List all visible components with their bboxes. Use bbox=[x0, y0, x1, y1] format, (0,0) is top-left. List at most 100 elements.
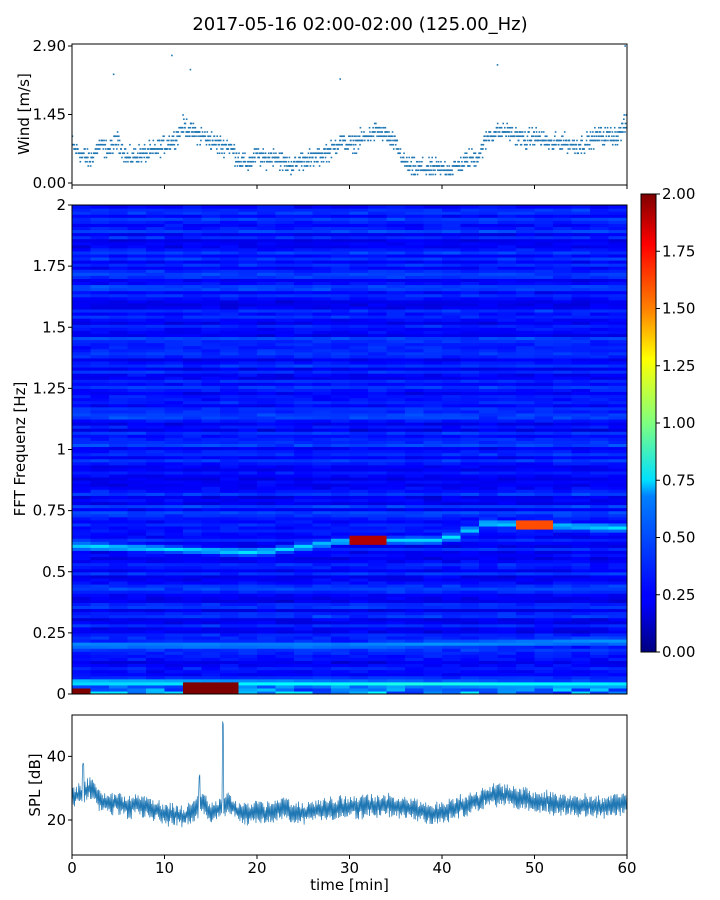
spectrogram-cell bbox=[90, 687, 110, 692]
spectrogram-cell bbox=[386, 489, 406, 493]
wind-point bbox=[586, 131, 588, 133]
wind-point bbox=[301, 160, 303, 163]
spectrogram-cell bbox=[368, 654, 388, 658]
spectrogram-cell bbox=[183, 437, 203, 441]
spectrogram-cell bbox=[442, 528, 462, 533]
spectrogram-cell bbox=[423, 593, 443, 597]
spectrogram-cell bbox=[571, 507, 591, 512]
spectrogram-cell bbox=[146, 654, 166, 658]
spectrogram-cell bbox=[90, 333, 110, 338]
wind-point bbox=[429, 165, 432, 167]
spectrogram-cell bbox=[312, 568, 332, 573]
spectrogram-cell bbox=[127, 431, 147, 435]
wind-point bbox=[83, 152, 85, 155]
spectrogram-cell bbox=[238, 629, 258, 634]
spectrogram-cell bbox=[460, 379, 480, 383]
wind-point bbox=[191, 131, 193, 133]
wind-point bbox=[540, 131, 543, 133]
spectrogram-cell bbox=[534, 467, 554, 472]
spectrogram-cell bbox=[442, 568, 462, 573]
wind-point bbox=[222, 139, 225, 142]
spectrogram-cell bbox=[423, 645, 443, 649]
wind-point bbox=[191, 126, 194, 129]
spectrogram-cell bbox=[516, 672, 536, 677]
spectrogram-cell bbox=[146, 357, 166, 362]
wind-point bbox=[519, 131, 521, 133]
spectrogram-cell bbox=[331, 602, 351, 606]
spectrogram-cell bbox=[127, 336, 147, 341]
wind-point bbox=[374, 131, 376, 133]
wind-point bbox=[306, 156, 309, 159]
spectrogram-cell bbox=[386, 363, 406, 368]
wind-point bbox=[194, 135, 196, 138]
spectrogram-cell bbox=[349, 388, 369, 393]
spectrogram-cell bbox=[386, 590, 406, 594]
spectrogram-cell bbox=[553, 669, 573, 674]
spectrogram-cell bbox=[516, 635, 536, 640]
spectrogram-cell bbox=[146, 428, 166, 432]
spectrogram-cell bbox=[90, 535, 110, 539]
wind-point bbox=[506, 126, 509, 129]
spectrogram-cell bbox=[312, 645, 332, 649]
spectrogram-cell bbox=[90, 409, 110, 414]
spectrogram-cell bbox=[386, 421, 406, 426]
spectrogram-cell bbox=[164, 492, 184, 496]
spectrogram-cell bbox=[183, 532, 203, 536]
spectrogram-cell bbox=[516, 370, 536, 374]
spectrogram-cell bbox=[349, 391, 369, 396]
spectrogram-cell bbox=[608, 672, 627, 677]
spectrogram-cell bbox=[238, 660, 258, 665]
spectrogram-cell bbox=[164, 388, 184, 393]
spectrogram-cell bbox=[294, 580, 314, 585]
spectrogram-cell bbox=[368, 507, 388, 512]
spectrogram-cell bbox=[442, 522, 462, 527]
spectrogram-cell bbox=[497, 385, 517, 389]
spectrogram-cell bbox=[257, 593, 277, 597]
spectrogram-cell bbox=[294, 421, 314, 426]
spectrogram-cell bbox=[590, 541, 610, 545]
spectrogram-cell bbox=[331, 623, 351, 628]
wind-point bbox=[566, 152, 569, 155]
spectrogram-cell bbox=[516, 587, 536, 591]
spectrogram-cell bbox=[349, 568, 369, 573]
spectrogram-cell bbox=[109, 608, 129, 613]
wind-point bbox=[227, 148, 230, 150]
spectrogram-cell bbox=[90, 605, 110, 610]
spectrogram-cell bbox=[386, 611, 406, 616]
spectrogram-cell bbox=[201, 412, 221, 417]
spectrogram-cell bbox=[553, 608, 573, 613]
spectrogram-cell bbox=[553, 690, 573, 694]
spectrogram-cell bbox=[72, 489, 92, 493]
spectrogram-cell bbox=[516, 645, 536, 649]
spectrogram-cell bbox=[460, 642, 480, 646]
spectrogram-cell bbox=[608, 394, 627, 399]
spectrogram-cell bbox=[423, 376, 443, 380]
spectrogram-cell bbox=[349, 455, 369, 460]
spectrogram-cell bbox=[571, 415, 591, 420]
spectrogram-cell bbox=[109, 642, 129, 646]
spectrogram-cell bbox=[479, 428, 499, 432]
spectrogram-cell bbox=[608, 535, 627, 539]
spectrogram-cell bbox=[479, 339, 499, 344]
wind-point bbox=[180, 131, 183, 133]
spectrogram-cell bbox=[516, 654, 536, 658]
wind-point bbox=[485, 139, 488, 142]
wind-point bbox=[97, 148, 100, 150]
spectrogram-cell bbox=[238, 452, 258, 457]
wind-point bbox=[467, 165, 470, 167]
spectrogram-cell bbox=[127, 330, 147, 334]
spectrogram-cell bbox=[590, 666, 610, 671]
spectrogram-cell bbox=[349, 415, 369, 420]
spectrogram-cell bbox=[590, 357, 610, 362]
spectrogram-cell bbox=[571, 562, 591, 567]
wind-point bbox=[137, 160, 140, 163]
spectrogram-cell bbox=[201, 446, 221, 451]
spectrogram-cell bbox=[571, 461, 591, 466]
spectrogram-cell bbox=[312, 400, 332, 405]
wind-point bbox=[437, 160, 440, 163]
spectrogram-cell bbox=[109, 366, 129, 371]
spectrogram-cell bbox=[90, 486, 110, 490]
spectrogram-cell bbox=[238, 608, 258, 613]
spectrogram-cell bbox=[442, 608, 462, 613]
spectrogram-cell bbox=[571, 339, 591, 344]
